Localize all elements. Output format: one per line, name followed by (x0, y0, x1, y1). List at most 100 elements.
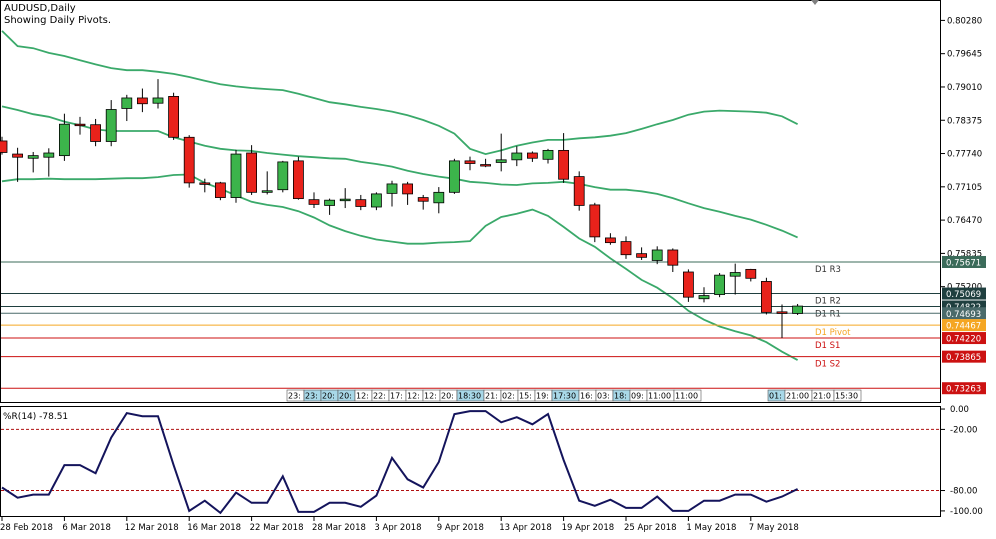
bear-candle (605, 237, 616, 244)
session-label: 21:0 (813, 392, 831, 401)
bear-candle (558, 149, 569, 180)
session-label: 18: (614, 392, 627, 401)
indicator-note: Showing Daily Pivots. (4, 15, 111, 26)
session-label: 15: (519, 392, 532, 401)
session-label: 20: (322, 392, 335, 401)
bear-candle (573, 176, 585, 206)
bull-candle (152, 97, 164, 104)
session-label: 09: (631, 392, 644, 401)
bear-candle (589, 204, 601, 238)
time-tick-label: 1 May 2018 (686, 523, 736, 533)
time-tick-label: 28 Feb 2018 (0, 523, 53, 533)
symbol-title: AUDUSD,Daily (4, 3, 76, 14)
bull-candle (698, 295, 710, 300)
price-badge-label: 0.75069 (946, 290, 981, 300)
session-label: 01: (769, 392, 782, 401)
bull-candle (714, 274, 725, 295)
bear-candle (636, 253, 647, 258)
price-tick-label: 0.79010 (947, 83, 982, 93)
session-label: 11:00 (648, 392, 671, 401)
price-badge-label: 0.73263 (946, 385, 981, 395)
main-panel-frame (0, 0, 941, 403)
time-tick-label: 22 Mar 2018 (250, 523, 304, 533)
pivot-label: D1 R2 (815, 297, 841, 307)
time-axis: 28 Feb 2018 6 Mar 2018 12 Mar 2018 16 Mar 2… (0, 516, 799, 533)
session-label: 12: (356, 392, 369, 401)
session-label: 19: (536, 392, 549, 401)
bear-candle (0, 140, 8, 153)
session-label: 22: (373, 392, 386, 401)
bollinger-bands (1, 30, 799, 361)
bull-candle (433, 191, 445, 204)
bollinger-lower-line (1, 173, 799, 361)
bollinger-middle-line (1, 105, 798, 239)
bollinger-upper-line (1, 30, 799, 156)
pivot-label: D1 S2 (815, 360, 840, 370)
bear-candle (183, 136, 195, 184)
wpr-line (1, 410, 799, 515)
bull-candle (386, 183, 398, 194)
pivot-label: D1 Pivot (815, 328, 851, 338)
session-label: 21:00 (786, 392, 809, 401)
bear-candle (464, 160, 476, 164)
session-label: 12: (424, 392, 437, 401)
bear-candle (745, 268, 757, 279)
session-labels: 23: 23: 20: 20: 12: 22: 17: 12: 12: 20: 18:30 21: 02… (286, 389, 862, 402)
williams-r-indicator: 0.00 -20.00 -80.00 -100.00 (1, 405, 983, 517)
bull-candle (495, 159, 507, 163)
session-label: 03: (597, 392, 610, 401)
time-tick-label: 6 Mar 2018 (62, 523, 110, 533)
bear-candle (214, 182, 226, 198)
session-box (673, 389, 702, 402)
bull-candle (59, 123, 70, 157)
bear-candle (761, 281, 772, 313)
price-badge (942, 332, 986, 345)
price-badge-label: 0.74467 (946, 322, 981, 332)
time-tick-label: 19 Apr 2018 (562, 523, 615, 533)
bear-candle (620, 241, 632, 256)
bear-candle (292, 160, 304, 200)
wpr-tick-label: -20.00 (950, 425, 977, 435)
price-badge (942, 255, 986, 268)
bear-candle (417, 197, 429, 202)
price-tick-label: 0.78375 (947, 116, 982, 126)
price-badge-label: 0.74220 (946, 335, 981, 345)
price-badge (942, 319, 986, 332)
bear-candle (246, 152, 258, 193)
time-tick-label: 25 Apr 2018 (624, 523, 677, 533)
time-tick-label: 12 Mar 2018 (125, 523, 179, 533)
price-axis: 0.80280 0.79645 0.79010 0.78375 0.77740 0.771… (940, 16, 982, 293)
time-tick-label: 28 Mar 2018 (312, 523, 366, 533)
bear-candle (12, 153, 24, 158)
session-label: 12: (407, 392, 420, 401)
session-label: 21: (485, 392, 498, 401)
bear-candle (136, 97, 148, 105)
price-tick-label: 0.79645 (947, 50, 982, 60)
bear-candle (168, 96, 180, 138)
time-tick-label: 7 May 2018 (749, 523, 799, 533)
indicator-panel-frame (0, 406, 941, 517)
price-badge (942, 287, 986, 300)
chart-shift-marker-icon[interactable] (811, 0, 819, 5)
bull-candle (230, 153, 242, 198)
time-tick-label: 9 Apr 2018 (437, 523, 484, 533)
session-label: 16: (580, 392, 593, 401)
bull-candle (729, 272, 741, 277)
bear-candle (480, 164, 492, 167)
bull-candle (105, 109, 117, 142)
bull-candle (448, 160, 460, 193)
bull-candle (121, 97, 133, 109)
bear-candle (683, 271, 694, 298)
session-label: 20: (441, 392, 454, 401)
bull-candle (339, 198, 351, 202)
bull-candle (370, 193, 382, 208)
price-badge-label: 0.75671 (946, 258, 981, 268)
bear-candle (74, 123, 86, 127)
time-tick-label: 13 Apr 2018 (499, 523, 552, 533)
bear-candle (90, 124, 101, 142)
session-label: 23: (305, 392, 318, 401)
bull-candle (651, 249, 663, 261)
session-label: 17: (390, 392, 403, 401)
price-tick-label: 0.77105 (947, 183, 982, 193)
session-label: 17:30 (553, 392, 576, 401)
